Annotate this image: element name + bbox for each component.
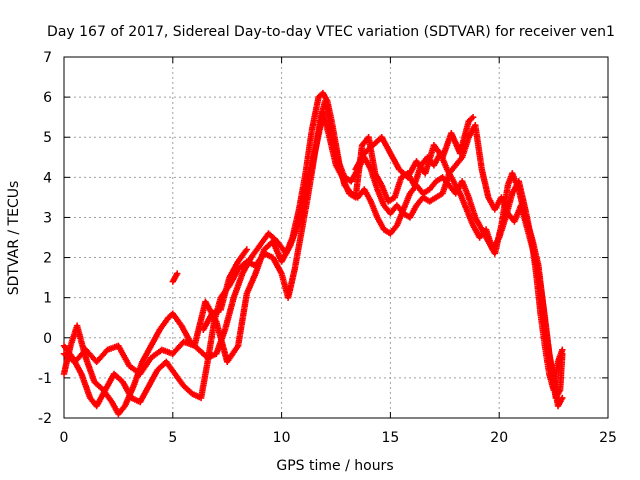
- y-tick-label: -2: [38, 411, 52, 427]
- x-tick-label: 5: [168, 430, 177, 446]
- data-point-markers: [60, 110, 566, 394]
- x-tick-label: 10: [273, 430, 291, 446]
- x-tick-labels: 0 5 10 15 20 25: [60, 430, 617, 446]
- x-tick-label: 20: [490, 430, 508, 446]
- series-track-c: [60, 110, 566, 394]
- series-track-b: [60, 97, 566, 410]
- x-axis-label: GPS time / hours: [276, 458, 393, 474]
- y-tick-label: -1: [38, 371, 52, 387]
- data-point-markers: [169, 114, 477, 333]
- data-point-markers: [60, 97, 566, 410]
- y-tick-label: 3: [43, 210, 52, 226]
- data-point-markers: [60, 89, 566, 418]
- x-tick-label: 25: [599, 430, 617, 446]
- y-tick-label: 1: [43, 291, 52, 307]
- x-tick-label: 0: [60, 430, 69, 446]
- series-track-a: [60, 89, 566, 418]
- series-track-d: [169, 114, 477, 333]
- x-tick-label: 15: [381, 430, 399, 446]
- y-tick-label: 5: [43, 130, 52, 146]
- y-tick-labels: -2 -1 0 1 2 3 4 5 6 7: [38, 50, 52, 427]
- y-axis-label: SDTVAR / TECUs: [6, 181, 22, 296]
- y-tick-label: 7: [43, 50, 52, 66]
- plot-frame: [63, 56, 609, 419]
- y-tick-label: 0: [43, 331, 52, 347]
- chart-title: Day 167 of 2017, Sidereal Day-to-day VTE…: [47, 24, 615, 40]
- y-tick-label: 4: [43, 170, 52, 186]
- data-marks: [60, 89, 566, 418]
- y-tick-label: 6: [43, 90, 52, 106]
- y-tick-label: 2: [43, 251, 52, 267]
